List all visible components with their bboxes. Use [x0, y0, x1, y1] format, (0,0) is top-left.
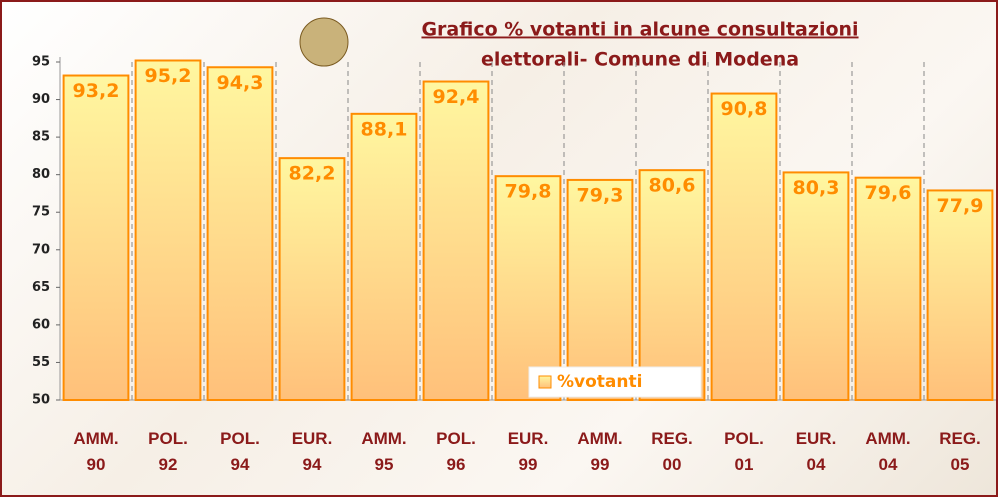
x-tick-label: AMM. 90 [60, 426, 132, 478]
x-tick-label: EUR. 99 [492, 426, 564, 478]
value-label: 90,8 [721, 98, 768, 120]
value-label: 92,4 [433, 86, 480, 108]
bar [352, 114, 417, 400]
bar [136, 60, 201, 400]
value-label: 79,6 [865, 182, 912, 204]
x-tick-label: AMM. 99 [564, 426, 636, 478]
emblem [300, 18, 348, 66]
x-tick-label: POL. 94 [204, 426, 276, 478]
chart-subtitle: elettorali- Comune di Modena [481, 49, 799, 71]
y-tick-label: 80 [32, 167, 50, 182]
bar [208, 67, 273, 400]
y-tick-label: 90 [32, 92, 50, 107]
bar [784, 172, 849, 400]
x-tick-label: POL. 92 [132, 426, 204, 478]
x-tick-label: EUR. 04 [780, 426, 852, 478]
value-label: 93,2 [73, 80, 120, 102]
bar [712, 94, 777, 400]
value-label: 82,2 [289, 163, 336, 185]
x-tick-label: REG. 00 [636, 426, 708, 478]
x-tick-label: REG. 05 [924, 426, 996, 478]
bar [424, 82, 489, 400]
legend-swatch [539, 376, 551, 388]
x-tick-label: POL. 01 [708, 426, 780, 478]
bar [640, 170, 705, 400]
x-tick-label: POL. 96 [420, 426, 492, 478]
bar [280, 158, 345, 400]
bar [496, 176, 561, 400]
bar [856, 178, 921, 400]
y-tick-label: 75 [32, 205, 50, 220]
y-tick-label: 85 [32, 130, 50, 145]
value-label: 88,1 [361, 118, 408, 140]
legend-label: %votanti [557, 372, 642, 392]
bar [928, 190, 993, 400]
value-label: 94,3 [217, 72, 264, 94]
x-tick-label: AMM. 95 [348, 426, 420, 478]
y-tick-label: 95 [32, 55, 50, 70]
y-tick-label: 70 [32, 242, 50, 257]
value-label: 79,8 [505, 181, 552, 203]
y-tick-label: 55 [32, 355, 50, 370]
x-tick-label: EUR. 94 [276, 426, 348, 478]
chart-svg: Grafico % votanti in alcune consultazion… [2, 2, 996, 495]
value-label: 79,3 [577, 184, 624, 206]
y-tick-label: 50 [32, 393, 50, 408]
x-tick-label: AMM. 04 [852, 426, 924, 478]
bar [64, 76, 129, 400]
value-label: 80,3 [793, 177, 840, 199]
chart-title: Grafico % votanti in alcune consultazion… [421, 19, 858, 41]
value-label: 77,9 [937, 195, 984, 217]
value-label: 95,2 [145, 65, 192, 87]
y-tick-label: 65 [32, 280, 50, 295]
y-tick-label: 60 [32, 317, 50, 332]
value-label: 80,6 [649, 175, 696, 197]
chart: Grafico % votanti in alcune consultazion… [0, 0, 998, 497]
